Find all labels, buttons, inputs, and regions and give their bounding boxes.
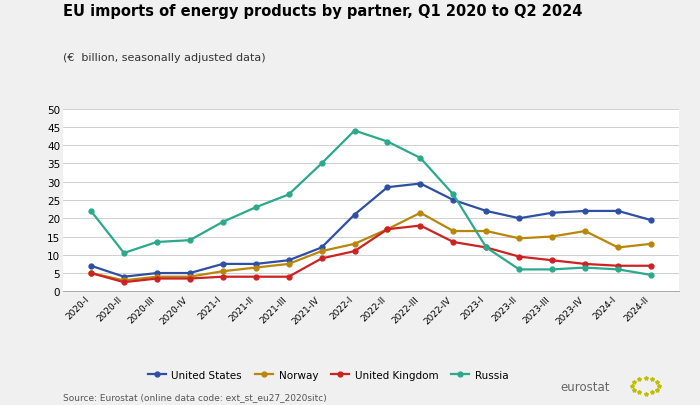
Norway bbox=[350, 242, 358, 247]
Norway bbox=[548, 234, 556, 239]
United Kingdom bbox=[87, 271, 95, 276]
Russia bbox=[515, 267, 524, 272]
Norway bbox=[515, 236, 524, 241]
Russia bbox=[449, 192, 458, 197]
United Kingdom bbox=[614, 264, 622, 269]
Norway bbox=[384, 227, 392, 232]
United Kingdom bbox=[153, 276, 161, 281]
United States bbox=[251, 262, 260, 266]
Text: Source: Eurostat (online data code: ext_st_eu27_2020sitc): Source: Eurostat (online data code: ext_… bbox=[63, 392, 327, 401]
United States bbox=[218, 262, 227, 266]
United States bbox=[384, 185, 392, 190]
Norway bbox=[153, 275, 161, 279]
Norway bbox=[317, 249, 326, 254]
United States bbox=[317, 245, 326, 250]
Russia bbox=[647, 273, 655, 278]
United Kingdom bbox=[548, 258, 556, 263]
Russia bbox=[416, 156, 425, 161]
United Kingdom bbox=[350, 249, 358, 254]
Text: EU imports of energy products by partner, Q1 2020 to Q2 2024: EU imports of energy products by partner… bbox=[63, 4, 582, 19]
Russia bbox=[120, 251, 128, 256]
United Kingdom bbox=[218, 275, 227, 279]
Norway bbox=[186, 275, 194, 279]
United States bbox=[581, 209, 589, 214]
United States bbox=[416, 181, 425, 186]
Russia bbox=[153, 240, 161, 245]
Line: United Kingdom: United Kingdom bbox=[89, 224, 653, 285]
United States bbox=[614, 209, 622, 214]
United States bbox=[153, 271, 161, 276]
United Kingdom bbox=[120, 280, 128, 285]
Russia bbox=[218, 220, 227, 225]
United States bbox=[186, 271, 194, 276]
Russia bbox=[350, 129, 358, 134]
Russia bbox=[87, 209, 95, 214]
Russia bbox=[581, 266, 589, 271]
United Kingdom bbox=[284, 275, 293, 279]
United Kingdom bbox=[384, 227, 392, 232]
Norway bbox=[120, 278, 128, 283]
Russia bbox=[614, 267, 622, 272]
Norway bbox=[87, 271, 95, 276]
Norway bbox=[284, 262, 293, 266]
Russia bbox=[251, 205, 260, 210]
United Kingdom bbox=[317, 256, 326, 261]
Norway bbox=[614, 245, 622, 250]
Norway bbox=[218, 269, 227, 274]
United States bbox=[350, 213, 358, 217]
United States bbox=[515, 216, 524, 221]
Norway bbox=[581, 229, 589, 234]
Russia bbox=[317, 162, 326, 166]
United Kingdom bbox=[416, 224, 425, 228]
Russia bbox=[384, 140, 392, 145]
United Kingdom bbox=[482, 245, 491, 250]
Norway bbox=[647, 242, 655, 247]
United States bbox=[120, 275, 128, 279]
Text: eurostat: eurostat bbox=[560, 380, 610, 393]
United Kingdom bbox=[251, 275, 260, 279]
Russia bbox=[482, 245, 491, 250]
Russia bbox=[186, 238, 194, 243]
Text: (€  billion, seasonally adjusted data): (€ billion, seasonally adjusted data) bbox=[63, 53, 265, 63]
Norway bbox=[482, 229, 491, 234]
United States bbox=[87, 264, 95, 269]
United Kingdom bbox=[581, 262, 589, 266]
United Kingdom bbox=[647, 264, 655, 269]
United Kingdom bbox=[449, 240, 458, 245]
Line: United States: United States bbox=[89, 182, 653, 279]
Russia bbox=[548, 267, 556, 272]
Norway bbox=[251, 266, 260, 271]
Line: Norway: Norway bbox=[89, 211, 653, 283]
Russia bbox=[284, 192, 293, 197]
Norway bbox=[416, 211, 425, 215]
United States bbox=[284, 258, 293, 263]
Legend: United States, Norway, United Kingdom, Russia: United States, Norway, United Kingdom, R… bbox=[144, 366, 512, 384]
Norway bbox=[449, 229, 458, 234]
Line: Russia: Russia bbox=[89, 129, 653, 277]
United Kingdom bbox=[515, 255, 524, 260]
United States bbox=[647, 218, 655, 223]
United States bbox=[449, 198, 458, 203]
United Kingdom bbox=[186, 276, 194, 281]
United States bbox=[548, 211, 556, 215]
United States bbox=[482, 209, 491, 214]
